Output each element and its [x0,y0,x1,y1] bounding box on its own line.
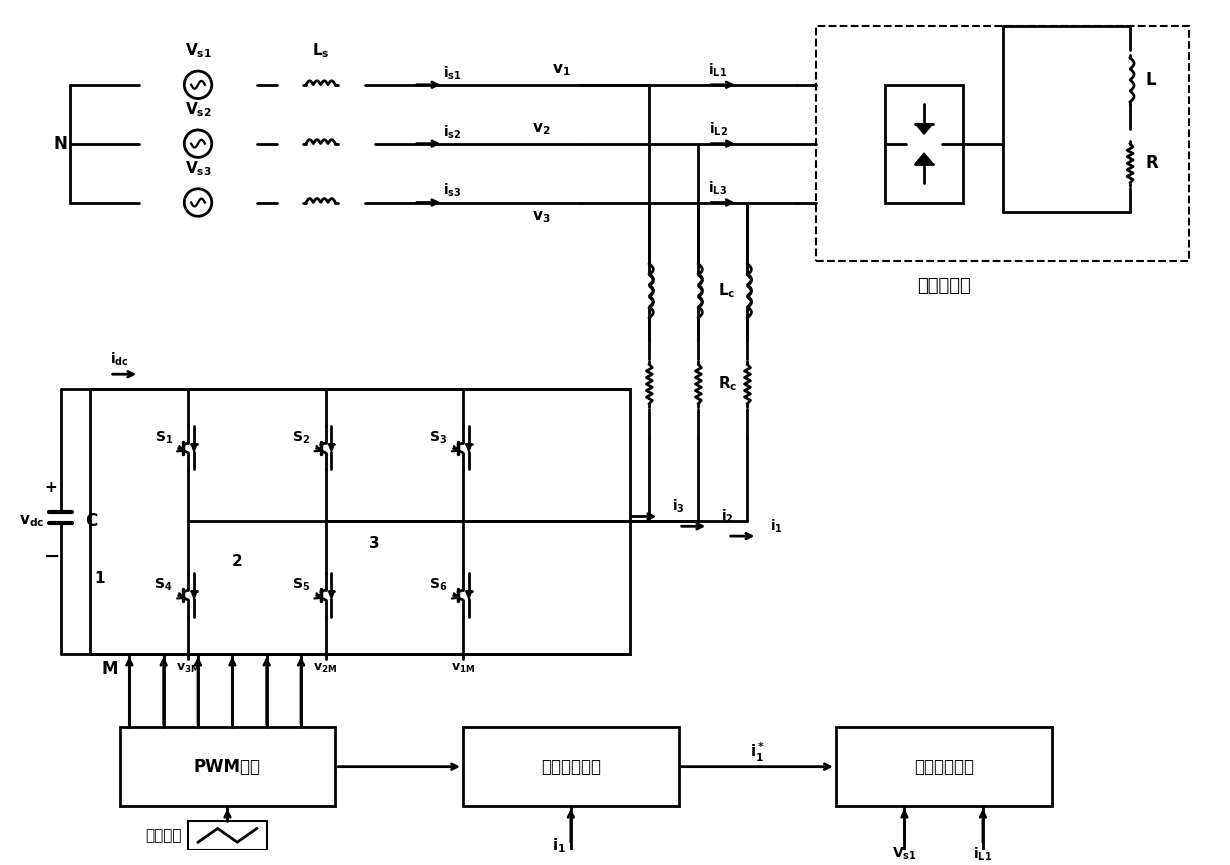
Text: $\mathbf{V_{s1}}$: $\mathbf{V_{s1}}$ [184,42,212,60]
Text: $\mathbf{v_{2M}}$: $\mathbf{v_{2M}}$ [314,662,338,675]
Text: $\mathbf{V_{s2}}$: $\mathbf{V_{s2}}$ [184,100,212,119]
Text: $\mathbf{v_3}$: $\mathbf{v_3}$ [533,209,551,225]
Text: $\mathbf{i_3}$: $\mathbf{i_3}$ [673,498,685,516]
Polygon shape [191,444,197,452]
Text: $\mathbf{S_4}$: $\mathbf{S_4}$ [155,577,173,593]
Text: 非线性负载: 非线性负载 [916,277,970,295]
Text: $\mathbf{v_{3M}}$: $\mathbf{v_{3M}}$ [176,662,200,675]
Text: $\mathbf{i_{s1}}$: $\mathbf{i_{s1}}$ [443,64,462,81]
Text: $\mathbf{i_1^*}$: $\mathbf{i_1^*}$ [750,740,765,764]
Polygon shape [915,124,932,134]
Text: $\mathbf{i_{L1}}$: $\mathbf{i_{L1}}$ [973,845,993,862]
Text: $\mathbf{N}$: $\mathbf{N}$ [53,135,68,152]
Text: 2: 2 [232,554,242,569]
Text: $\mathbf{i_{L1}}$: $\mathbf{i_{L1}}$ [708,61,728,79]
Text: $\mathbf{i_{dc}}$: $\mathbf{i_{dc}}$ [109,351,129,368]
Text: $\mathbf{i_{L3}}$: $\mathbf{i_{L3}}$ [708,179,728,196]
Bar [119,727,336,806]
Text: $\mathbf{S_5}$: $\mathbf{S_5}$ [292,577,310,593]
Text: $\mathbf{i_{s3}}$: $\mathbf{i_{s3}}$ [443,182,462,200]
Text: $\mathbf{L}$: $\mathbf{L}$ [1145,71,1157,89]
Polygon shape [328,591,335,599]
Text: $\mathbf{v_{dc}}$: $\mathbf{v_{dc}}$ [18,514,44,529]
Bar [90,389,630,654]
Text: $\mathbf{C}$: $\mathbf{C}$ [85,512,98,530]
Text: $\mathbf{i_{L2}}$: $\mathbf{i_{L2}}$ [708,120,727,138]
Text: $\mathbf{v_1}$: $\mathbf{v_1}$ [552,62,571,78]
Text: $\mathbf{-}$: $\mathbf{-}$ [43,546,59,565]
Text: $\mathbf{S_6}$: $\mathbf{S_6}$ [429,577,448,593]
Text: 三角载波: 三角载波 [145,828,182,843]
Bar [817,26,1189,261]
Text: $\mathbf{M}$: $\mathbf{M}$ [101,659,118,677]
Text: $\mathbf{S_2}$: $\mathbf{S_2}$ [292,430,310,446]
Text: $\mathbf{V_{s3}}$: $\mathbf{V_{s3}}$ [184,159,212,177]
Text: PWM信号: PWM信号 [194,758,261,776]
Text: $\mathbf{i_{s2}}$: $\mathbf{i_{s2}}$ [443,123,461,141]
Polygon shape [466,591,472,599]
Text: $\mathbf{V_{s1}}$: $\mathbf{V_{s1}}$ [892,845,916,862]
Bar [188,821,267,850]
Text: 指令电流计算: 指令电流计算 [914,758,974,776]
Text: $\mathbf{L_c}$: $\mathbf{L_c}$ [718,281,736,300]
Polygon shape [328,444,335,452]
Text: $\mathbf{v_{1M}}$: $\mathbf{v_{1M}}$ [451,662,475,675]
Text: $\mathbf{S_3}$: $\mathbf{S_3}$ [429,430,448,446]
Text: $\mathbf{L_s}$: $\mathbf{L_s}$ [312,42,330,60]
Text: $\mathbf{i_1}$: $\mathbf{i_1}$ [770,517,784,535]
Text: 1: 1 [95,571,105,586]
Text: 3: 3 [369,536,380,552]
Text: $\mathbf{i_1}$: $\mathbf{i_1}$ [552,836,566,855]
Polygon shape [191,591,197,599]
Bar [835,727,1052,806]
Text: 电流控制系统: 电流控制系统 [541,758,600,776]
Text: $\mathbf{R}$: $\mathbf{R}$ [1145,154,1159,172]
Text: $\mathbf{v_2}$: $\mathbf{v_2}$ [533,121,551,137]
Text: $\mathbf{R_c}$: $\mathbf{R_c}$ [718,375,738,394]
Polygon shape [466,444,472,452]
Bar [462,727,679,806]
Bar [884,85,963,202]
Text: $\mathbf{+}$: $\mathbf{+}$ [44,479,58,495]
Polygon shape [915,153,932,163]
Text: $\mathbf{i_2}$: $\mathbf{i_2}$ [722,508,734,525]
Text: $\mathbf{S_1}$: $\mathbf{S_1}$ [155,430,172,446]
